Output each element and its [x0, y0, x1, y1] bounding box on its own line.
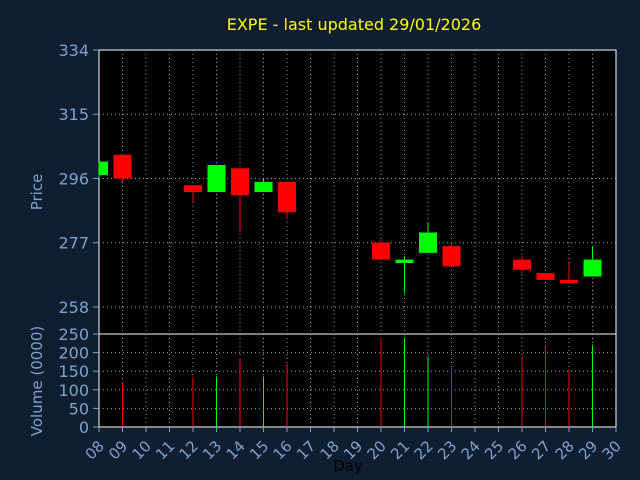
x-axis-label: Day [333, 457, 363, 475]
x-tick-label: 13 [199, 437, 225, 463]
candle-body [184, 185, 202, 192]
volume-tick-label: 100 [58, 381, 89, 400]
candle-body [207, 164, 226, 192]
chart-title: EXPE - last updated 29/01/2026 [227, 15, 482, 34]
candle-body [442, 246, 461, 267]
x-tick-label: 30 [599, 437, 625, 463]
x-tick-label: 08 [82, 437, 108, 463]
x-tick-label: 26 [505, 437, 531, 463]
price-tick-label: 277 [58, 234, 89, 253]
x-tick-label: 15 [246, 437, 272, 463]
price-tick-label: 334 [58, 41, 89, 60]
price-axis-label: Price [28, 174, 46, 211]
candle-body [372, 242, 390, 260]
x-tick-label: 11 [152, 437, 178, 463]
x-tick-label: 14 [223, 437, 249, 463]
candle-body [99, 161, 108, 176]
x-tick-label: 27 [528, 437, 554, 463]
volume-panel [98, 333, 617, 428]
x-tick-label: 20 [364, 437, 390, 463]
price-tick-label: 315 [58, 105, 89, 124]
volume-tick-label: 250 [58, 325, 89, 344]
candle-body [231, 168, 249, 196]
candle-body [278, 181, 296, 213]
candle-body [113, 154, 132, 179]
price-axis: 258 277 296 315 334 [58, 41, 99, 317]
candle-body [536, 273, 555, 280]
price-tick-label: 296 [58, 169, 89, 188]
volume-tick-label: 200 [58, 344, 89, 363]
volume-bars [122, 337, 593, 427]
candles [98, 154, 602, 294]
x-tick-label: 25 [481, 437, 507, 463]
x-tick-label: 16 [270, 437, 296, 463]
candle-body [513, 259, 531, 270]
x-tick-label: 23 [434, 437, 460, 463]
volume-axis-label: Volume (0000) [28, 326, 46, 436]
candle-body [560, 279, 578, 284]
x-tick-label: 29 [575, 437, 601, 463]
volume-tick-label: 150 [58, 362, 89, 381]
volume-tick-label: 0 [79, 418, 89, 437]
x-tick-label: 22 [411, 437, 437, 463]
x-tick-label: 10 [129, 437, 155, 463]
x-tick-label: 17 [293, 437, 319, 463]
x-tick-label: 09 [105, 437, 131, 463]
candle-body [583, 259, 602, 277]
candle-body [254, 181, 273, 192]
price-tick-label: 258 [58, 298, 89, 317]
x-tick-label: 12 [176, 437, 202, 463]
candle-body [419, 232, 437, 253]
volume-tick-label: 50 [69, 399, 89, 418]
price-panel [98, 49, 617, 335]
candle-body [395, 259, 414, 263]
x-tick-label: 24 [458, 437, 484, 463]
x-tick-label: 21 [387, 437, 413, 463]
x-tick-label: 28 [552, 437, 578, 463]
